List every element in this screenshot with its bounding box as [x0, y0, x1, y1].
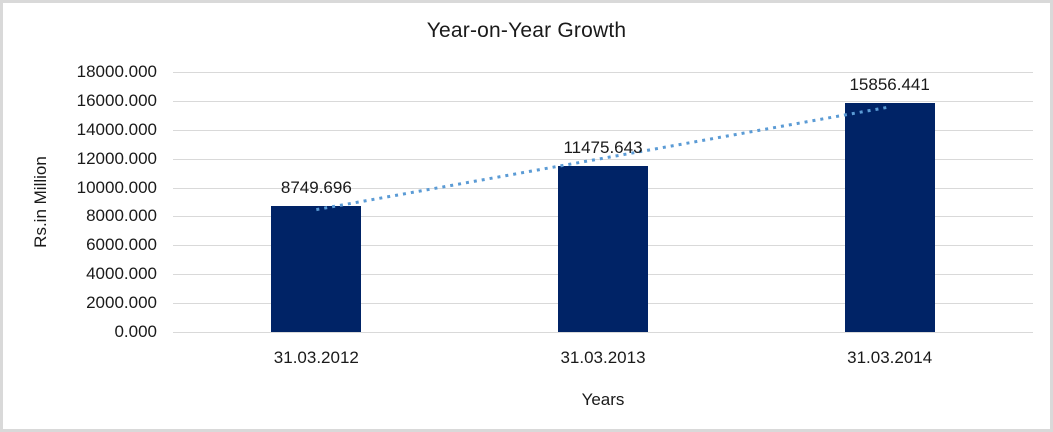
gridline [173, 158, 1033, 160]
bar-data-label: 15856.441 [849, 74, 930, 94]
y-tick-label: 4000.000 [86, 264, 157, 284]
bar-31.03.2013 [558, 166, 648, 332]
gridline [173, 129, 1033, 131]
y-tick-label: 18000.000 [76, 62, 157, 81]
y-tick-label: 12000.000 [76, 148, 157, 168]
bar-31.03.2014 [844, 102, 935, 332]
y-tick-label: 10000.000 [76, 177, 157, 197]
y-tick-label: 16000.000 [76, 90, 157, 110]
x-tick-label: 31.03.2012 [273, 348, 359, 367]
gridline [173, 332, 1033, 333]
y-tick-label: 2000.000 [86, 293, 157, 313]
x-axis-title: Years [581, 390, 625, 409]
gridline [173, 100, 1033, 102]
y-tick-label: 0.000 [114, 322, 157, 341]
trendline [316, 105, 890, 212]
bar-data-label: 11475.643 [563, 138, 643, 158]
plot-area [173, 72, 1033, 333]
gridline [173, 72, 1033, 73]
y-axis-title: Rs.in Million [31, 156, 50, 248]
chart-title: Year-on-Year Growth [426, 19, 627, 42]
x-tick-label: 31.03.2014 [847, 348, 933, 367]
x-tick-label: 31.03.2013 [560, 348, 646, 367]
bar-31.03.2012 [271, 205, 362, 332]
y-tick-label: 8000.000 [86, 206, 157, 226]
y-tick-label: 14000.000 [76, 119, 157, 139]
bar-data-label: 8749.696 [280, 177, 352, 197]
y-tick-label: 6000.000 [86, 235, 157, 255]
trendline-path [316, 105, 890, 212]
